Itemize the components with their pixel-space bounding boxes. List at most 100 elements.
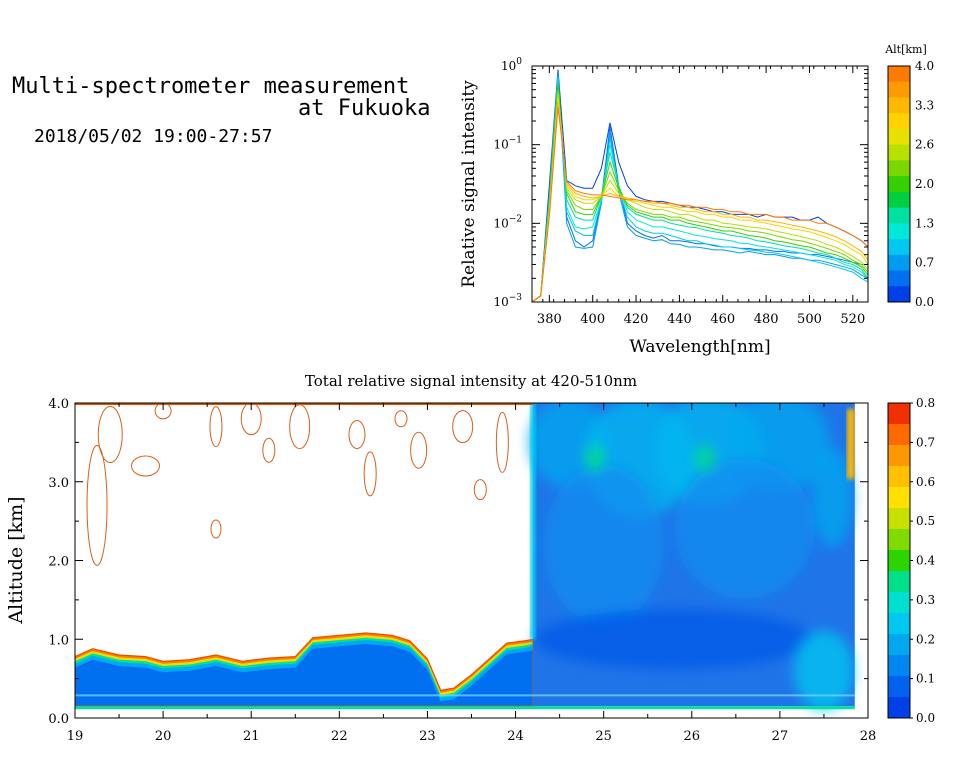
heatmap-colorbar-swatch-6 xyxy=(888,529,910,551)
spectrum-x-tick-label-0: 380 xyxy=(537,312,562,327)
spectrum-colorbar-tick-2: 2.6 xyxy=(915,138,934,152)
heatmap-x-tick-label-4: 23 xyxy=(419,729,436,744)
spectrum-x-tick-label-4: 460 xyxy=(710,312,735,327)
spectrum-colorbar-swatch-7 xyxy=(888,176,910,193)
heatmap-cloud-layer-4 xyxy=(75,644,534,707)
heatmap-colorbar-tick-5: 0.3 xyxy=(916,593,935,607)
heatmap-y-axis-label: Altitude [km] xyxy=(5,496,27,624)
spectrum-series-line-10 xyxy=(532,101,868,302)
heatmap-cloud-spot-14 xyxy=(495,411,509,473)
spectrum-colorbar-tick-6: 0.0 xyxy=(915,295,934,309)
heatmap-colorbar-tick-2: 0.6 xyxy=(916,475,935,489)
heatmap-top-strip xyxy=(75,403,534,405)
spectrum-colorbar-swatch-2 xyxy=(888,97,910,114)
heatmap-colorbar-swatch-3 xyxy=(888,466,910,488)
heatmap-y-tick-label-1: 1.0 xyxy=(48,633,69,648)
spectrum-colorbar-swatch-13 xyxy=(888,270,910,287)
heatmap-blob-9 xyxy=(534,609,815,670)
spectrum-series-line-3 xyxy=(532,75,868,302)
heatmap-cloud-spot-0 xyxy=(97,406,123,463)
spectrum-x-tick-label-5: 480 xyxy=(754,312,779,327)
spectrum-colorbar-swatch-4 xyxy=(888,128,910,146)
heatmap-x-tick-label-6: 25 xyxy=(595,729,612,744)
spectrum-series-line-6 xyxy=(532,83,868,302)
spectrum-series-line-9 xyxy=(532,97,868,302)
spectrum-colorbar-tick-4: 1.3 xyxy=(915,216,934,230)
heatmap-colorbar-swatch-2 xyxy=(888,445,910,467)
figure-title-line2: at Fukuoka xyxy=(298,96,431,121)
heatmap-cloud-spot-5 xyxy=(210,519,222,539)
spectrum-colorbar-swatch-11 xyxy=(888,239,910,256)
spectrum-x-tick-label-3: 440 xyxy=(667,312,692,327)
heatmap-cloud-spot-9 xyxy=(348,420,366,449)
heatmap-colorbar-swatch-11 xyxy=(888,634,910,656)
heatmap-colorbar-swatch-0 xyxy=(888,403,910,425)
heatmap-colorbar-swatch-4 xyxy=(888,487,910,509)
spectrum-series-line-11 xyxy=(532,107,868,302)
spectrum-colorbar-tick-3: 2.0 xyxy=(915,177,934,191)
heatmap-x-tick-label-8: 27 xyxy=(772,729,789,744)
spectrum-series-line-1 xyxy=(532,71,868,302)
heatmap-y-tick-label-4: 4.0 xyxy=(48,397,69,412)
spectrum-series-line-0 xyxy=(532,69,868,302)
heatmap-x-tick-label-3: 22 xyxy=(331,729,348,744)
heatmap-colorbar-tick-8: 0.0 xyxy=(916,711,935,725)
spectrum-y-tick-label-1: 10−1 xyxy=(493,136,522,152)
heatmap-cloud-spot-7 xyxy=(262,437,276,463)
heatmap-blob-4 xyxy=(543,464,664,625)
heatmap-cloud-spot-15 xyxy=(394,410,408,428)
spectrum-colorbar-swatch-10 xyxy=(888,223,910,240)
spectrum-x-tick-label-1: 400 xyxy=(580,312,605,327)
spectrum-colorbar-swatch-0 xyxy=(888,66,910,83)
heatmap-colorbar-tick-3: 0.5 xyxy=(916,514,935,528)
spectrum-colorbar-tick-1: 3.3 xyxy=(915,98,934,112)
heatmap-x-tick-label-1: 20 xyxy=(155,729,172,744)
heatmap-x-tick-label-7: 26 xyxy=(684,729,701,744)
heatmap-low-band xyxy=(75,694,855,697)
spectrum-plot-area xyxy=(532,69,868,302)
spectrum-colorbar-swatch-12 xyxy=(888,254,910,272)
heatmap-colorbar-swatch-9 xyxy=(888,592,910,614)
spectrum-colorbar-swatch-14 xyxy=(888,286,910,303)
heatmap-colorbar-swatch-14 xyxy=(888,697,910,719)
heatmap-blob-10 xyxy=(793,630,854,711)
heatmap-cloud-edge xyxy=(75,632,534,707)
heatmap-colorbar-tick-0: 0.8 xyxy=(916,396,935,410)
spectrum-colorbar-tick-5: 0.7 xyxy=(915,256,934,270)
heatmap-ground-band xyxy=(75,706,855,710)
spectrum-series-line-2 xyxy=(532,73,868,302)
heatmap-colorbar-swatch-7 xyxy=(888,550,910,572)
spectrum-y-tick-label-3: 10−3 xyxy=(493,293,522,309)
heatmap-cloud-spot-8 xyxy=(289,404,311,450)
spectrum-colorbar: 4.0 3.3 2.6 2.0 1.3 0.7 0.0 xyxy=(887,59,934,309)
spectrum-y-axis-label: Relative signal intensity xyxy=(459,80,479,288)
figure-title-line1: Multi-spectrometer measurement xyxy=(12,74,410,99)
spectrum-x-tick-label-7: 520 xyxy=(840,312,865,327)
heatmap-cloud-spot-1 xyxy=(86,444,108,566)
heatmap-y-tick-label-3: 3.0 xyxy=(48,476,69,491)
heatmap-y-tick-label-0: 0.0 xyxy=(48,712,69,727)
spectrum-series-line-7 xyxy=(532,89,868,302)
heatmap-x-tick-label-2: 21 xyxy=(243,729,260,744)
heatmap-right-edge-hot xyxy=(846,409,855,479)
heatmap-cloud-spot-3 xyxy=(154,403,172,420)
date-range-label: 2018/05/02 19:00-27:57 xyxy=(34,126,273,147)
heatmap-y-tick-label-2: 2.0 xyxy=(48,555,69,570)
spectrum-colorbar-swatch-5 xyxy=(888,144,910,161)
heatmap-x-tick-label-5: 24 xyxy=(507,729,524,744)
spectrum-y-tick-label-2: 10−2 xyxy=(493,214,522,230)
heatmap-title: Total relative signal intensity at 420-5… xyxy=(305,372,637,390)
heatmap-blob-8 xyxy=(812,447,853,548)
spectrum-x-axis-label: Wavelength[nm] xyxy=(629,337,770,357)
heatmap-blob-5 xyxy=(674,459,815,599)
spectrum-colorbar-swatch-9 xyxy=(888,207,910,224)
heatmap-colorbar-tick-4: 0.4 xyxy=(916,554,935,568)
spectrum-series-line-5 xyxy=(532,80,868,302)
heatmap-blob-6 xyxy=(584,444,605,473)
spectrum-x-tick-label-2: 420 xyxy=(624,312,649,327)
heatmap-cloud-spot-13 xyxy=(473,479,487,501)
heatmap-cloud-spot-10 xyxy=(363,451,377,497)
heatmap-plot-area xyxy=(75,403,868,718)
spectrum-colorbar-tick-0: 4.0 xyxy=(915,59,934,73)
